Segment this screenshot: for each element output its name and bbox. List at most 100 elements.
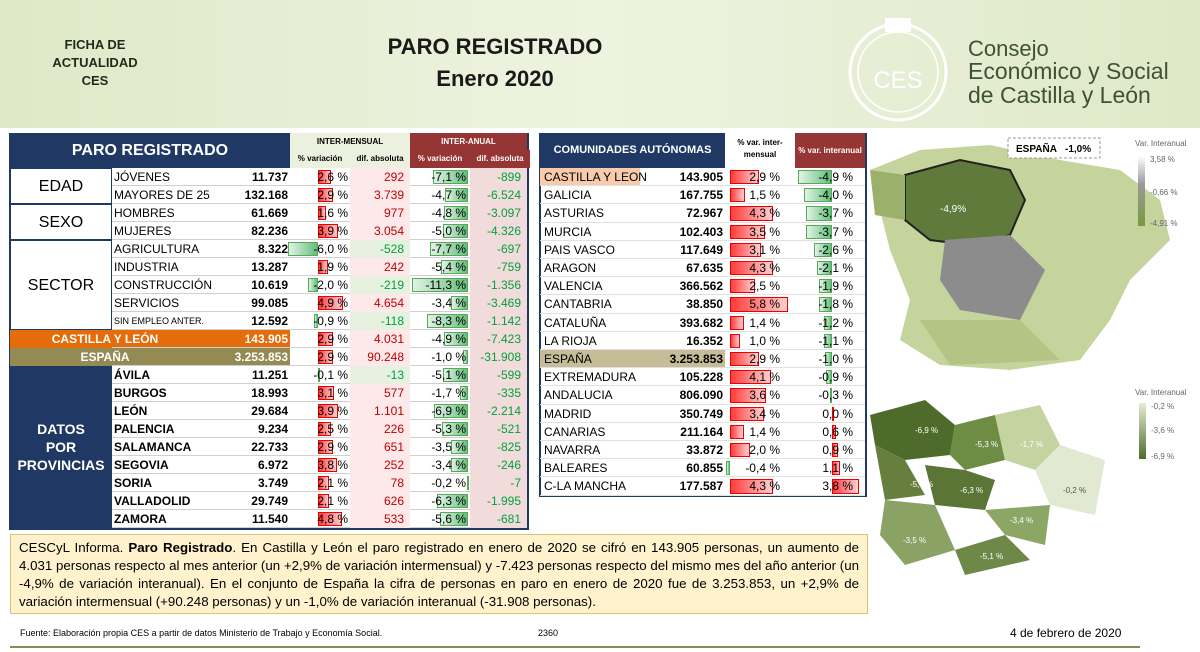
cell-total: 29.684 [251, 404, 288, 418]
cell-total: 143.905 [679, 170, 723, 184]
row-label: EXTREMADURA [544, 370, 637, 385]
header-cell: dif. absoluta [470, 150, 530, 168]
cell-diff: 626 [350, 492, 410, 510]
row-line [112, 365, 527, 366]
header-cell: dif. absoluta [350, 150, 410, 168]
cell-diff: 533 [350, 510, 410, 528]
data-bar [832, 443, 839, 458]
cell-pct: 1,0 % [749, 333, 780, 348]
cell-total: 806.090 [679, 388, 723, 403]
cell-total: 29.749 [251, 494, 288, 508]
data-bar [441, 422, 468, 436]
cell-diff: 226 [350, 420, 410, 438]
row-highlight [540, 168, 640, 187]
cell-diff: 977 [350, 204, 410, 222]
row-label: ESPAÑA [80, 350, 130, 364]
cell-total: 211.164 [680, 424, 723, 439]
row-line [540, 349, 865, 350]
row-line [540, 458, 865, 460]
cell-diff: 90.248 [350, 348, 410, 366]
group-label-box [10, 366, 112, 528]
cell-diff: -1.995 [470, 492, 527, 510]
region [870, 170, 905, 220]
cell-pct: 5,8 % [749, 297, 780, 312]
row-line [112, 383, 527, 384]
header-cell: % var. inter-mensual [725, 133, 795, 168]
data-bar [730, 333, 740, 348]
map-label: -3,5 % [903, 536, 926, 545]
data-bar [318, 386, 334, 400]
header-cell: % variación [290, 150, 350, 168]
cell-diff: -899 [470, 168, 527, 186]
data-bar [443, 332, 468, 346]
row-line [540, 421, 865, 423]
cell-total: 3.749 [257, 476, 288, 490]
header-band [0, 0, 1200, 128]
cell-pct: -4,7 % [431, 188, 466, 202]
cell-pct: -5,6 % [431, 512, 466, 526]
row-highlight [540, 350, 725, 369]
cell-pct: -0,4 % [745, 461, 780, 476]
cell-diff: 292 [350, 168, 410, 186]
data-bar [730, 261, 773, 276]
province [950, 415, 1005, 470]
cell-total: 12.592 [251, 314, 288, 328]
data-bar [429, 242, 468, 256]
cell-diff: -1.142 [470, 312, 527, 330]
cell-total: 38.850 [686, 297, 723, 312]
cell-pct: -4,0 % [818, 188, 853, 203]
cell-diff: -31.908 [470, 348, 527, 366]
header-cell: INTER-ANUAL [410, 133, 527, 150]
cell-pct: -2,0 % [313, 278, 348, 292]
data-bar [426, 314, 468, 328]
cell-diff: -1.356 [470, 276, 527, 294]
data-bar [819, 297, 832, 312]
cell-pct: -0,9 % [818, 370, 853, 385]
logo-mark: CES [873, 67, 922, 94]
legend-bar [1138, 156, 1145, 226]
data-bar [730, 424, 744, 439]
data-bar [432, 170, 468, 184]
cell-total: 102.403 [679, 224, 723, 239]
cell-pct: -1,2 % [818, 315, 853, 330]
badge-line: FICHA DE [64, 37, 126, 52]
data-bar [318, 350, 333, 364]
badge-line: ACTUALIDAD [52, 55, 138, 70]
cell-pct: 2,1 % [317, 476, 348, 490]
row-line [540, 494, 865, 496]
data-bar [318, 170, 331, 184]
data-bar [451, 296, 468, 310]
cell-total: 99.085 [251, 296, 288, 310]
footer-line [10, 646, 1140, 648]
cell-total: 177.587 [679, 479, 723, 494]
row-line [112, 239, 527, 240]
cell-total: 11.251 [251, 368, 288, 382]
row-line [112, 293, 527, 294]
data-bar [730, 443, 750, 458]
footer-source: Fuente: Elaboración propia CES a partir … [20, 628, 383, 638]
badge-box [1007, 137, 1101, 159]
badge-line: CES [81, 73, 109, 88]
cell-total: 11.737 [251, 170, 288, 184]
legend-title: Var. Interanual [1135, 388, 1187, 397]
map-label: -3,4 % [1010, 516, 1033, 525]
cell-pct: -3,7 % [818, 206, 853, 221]
map-label: -1,7 % [1020, 440, 1043, 449]
cell-pct: -1,7 % [431, 386, 466, 400]
cell-total: 61.669 [251, 206, 288, 220]
row-label: BALEARES [544, 461, 608, 476]
data-bar [797, 170, 832, 185]
row-label: LA RIOJA [544, 333, 597, 348]
cell-total: 6.972 [257, 458, 288, 472]
data-bar [730, 242, 761, 257]
logo: CES [848, 18, 948, 122]
row-label: GALICIA [544, 188, 592, 203]
row-line [540, 203, 865, 205]
row-label: SERVICIOS [114, 296, 180, 310]
cell-pct: 0,9 % [822, 443, 853, 457]
data-bar [730, 315, 744, 330]
group-label: EDAD [10, 168, 112, 204]
data-bar [730, 279, 755, 294]
map-spain: -4,9% ESPAÑA -1,0% Var. Interanual 3,58 … [870, 137, 1187, 370]
summary-text: . En Castilla y León el paro registrado … [19, 540, 859, 609]
